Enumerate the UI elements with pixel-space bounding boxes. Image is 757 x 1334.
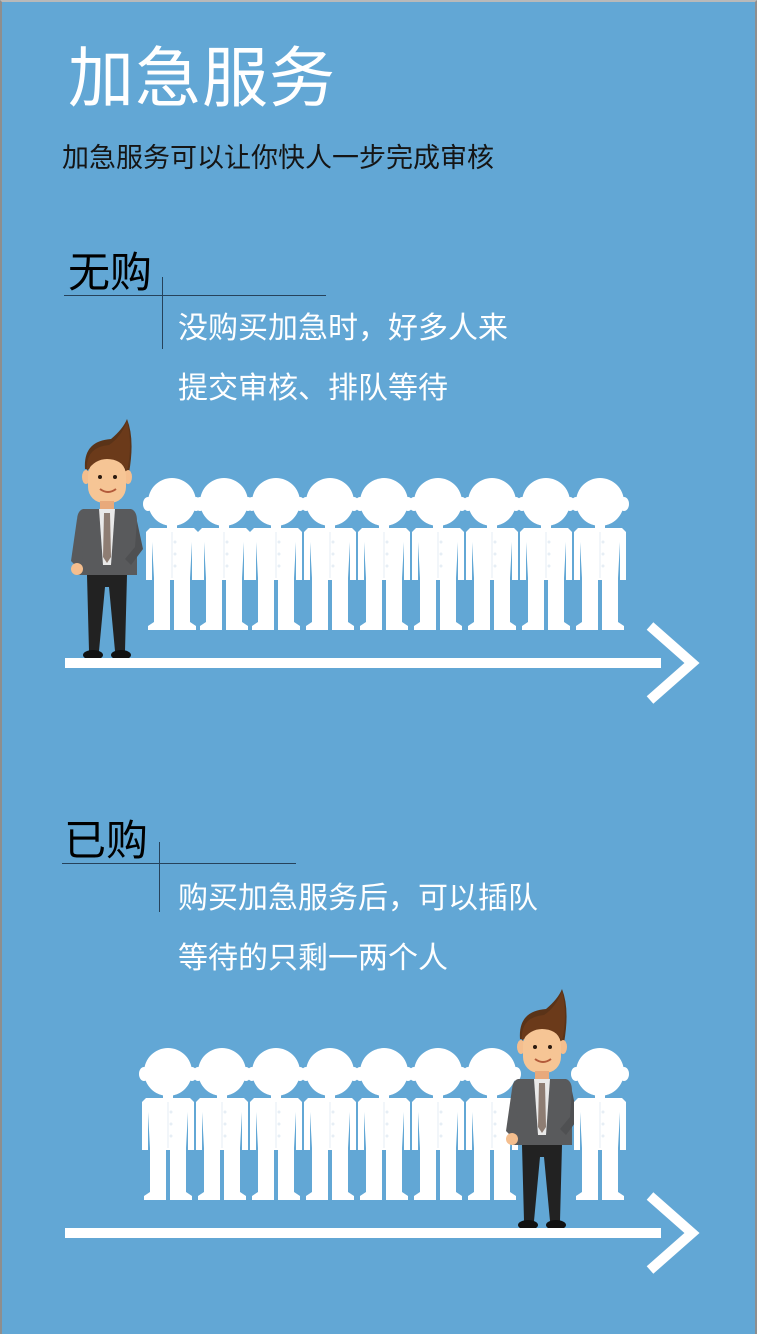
section-description-line: 提交审核、排队等待 bbox=[178, 371, 448, 406]
arrow-right-icon bbox=[65, 1192, 700, 1274]
section-label-no-purchase: 无购 bbox=[68, 248, 153, 297]
person-silhouette bbox=[462, 477, 522, 631]
arrow-right-icon bbox=[65, 622, 700, 704]
section-divider-vertical bbox=[162, 277, 163, 349]
person-silhouette bbox=[138, 1047, 198, 1201]
section-divider-horizontal bbox=[64, 295, 326, 296]
person-silhouette bbox=[570, 1047, 630, 1201]
person-silhouette bbox=[516, 477, 576, 631]
person-silhouette bbox=[300, 1047, 360, 1201]
section-divider-horizontal bbox=[62, 863, 296, 864]
person-silhouette bbox=[142, 477, 202, 631]
person-silhouette bbox=[354, 477, 414, 631]
section-description-line: 等待的只剩一两个人 bbox=[178, 941, 448, 976]
section-divider-vertical bbox=[159, 842, 160, 912]
page-subtitle: 加急服务可以让你快人一步完成审核 bbox=[62, 143, 494, 174]
page-title: 加急服务 bbox=[68, 40, 336, 117]
person-silhouette bbox=[246, 477, 306, 631]
person-figure bbox=[70, 418, 144, 661]
section-description-line: 购买加急服务后，可以插队 bbox=[178, 881, 538, 916]
person-silhouette bbox=[408, 1047, 468, 1201]
person-silhouette bbox=[408, 477, 468, 631]
section-description-line: 没购买加急时，好多人来 bbox=[178, 311, 508, 346]
person-figure bbox=[505, 988, 579, 1231]
person-silhouette bbox=[570, 477, 630, 631]
person-silhouette bbox=[246, 1047, 306, 1201]
section-label-purchased: 已购 bbox=[64, 816, 149, 865]
person-silhouette bbox=[194, 477, 254, 631]
person-silhouette bbox=[300, 477, 360, 631]
person-silhouette bbox=[354, 1047, 414, 1201]
person-silhouette bbox=[192, 1047, 252, 1201]
